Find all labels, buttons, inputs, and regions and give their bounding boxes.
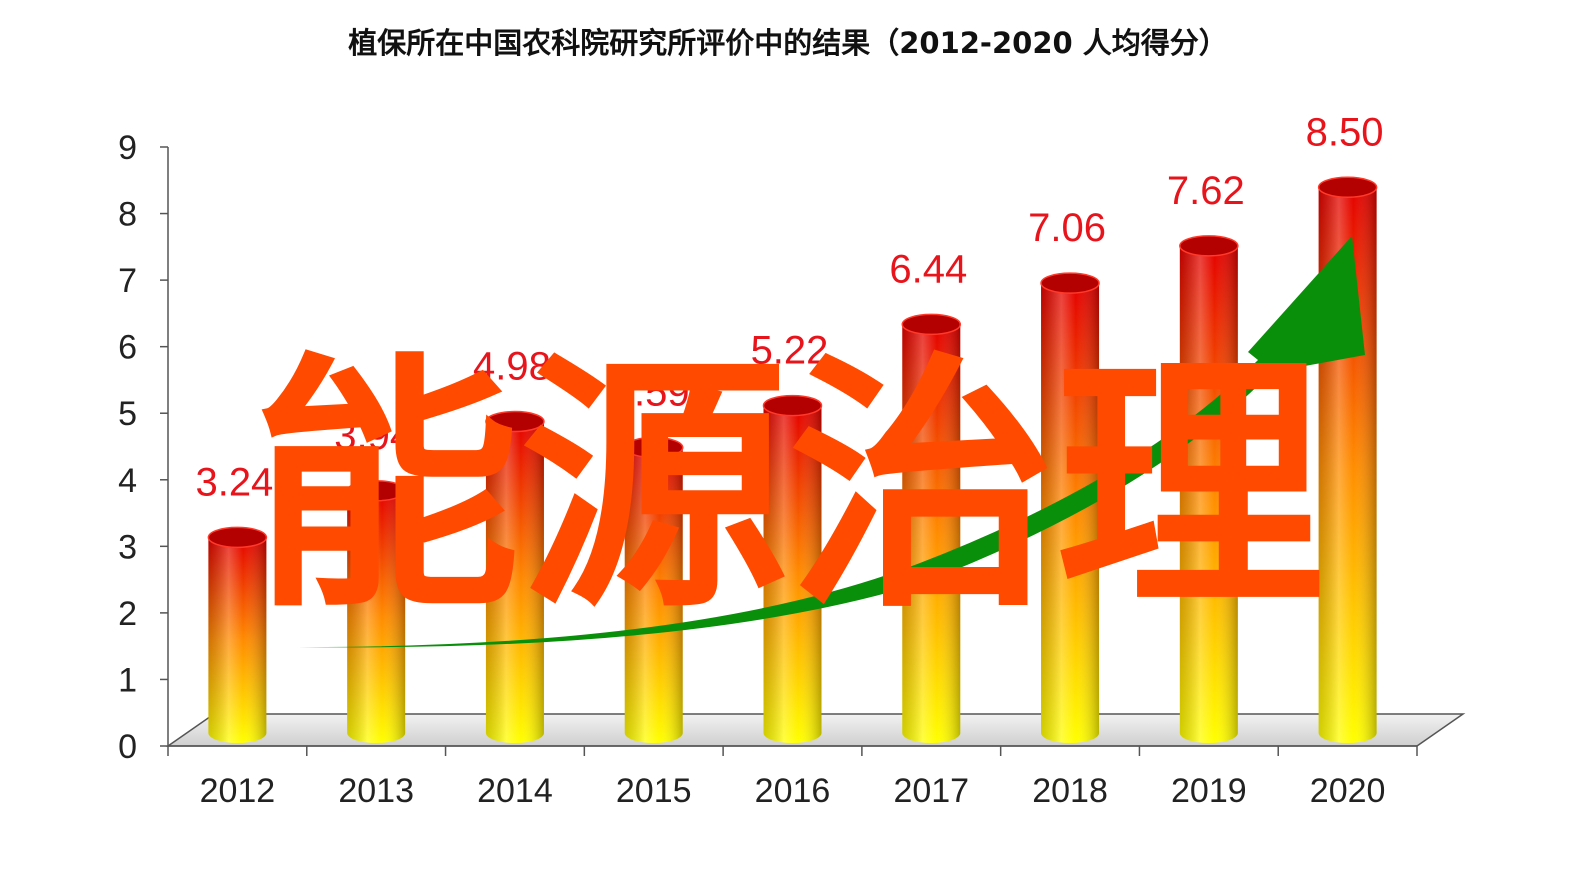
data-label-2018: 7.06 (1028, 206, 1106, 250)
bar-cap (1317, 176, 1378, 199)
bar-2014 (485, 410, 545, 743)
bar-cap (485, 410, 545, 433)
data-label-2019: 7.62 (1167, 169, 1245, 213)
bar-shading (347, 490, 406, 743)
x-tick-label: 2018 (1032, 772, 1108, 810)
y-axis-ticks: 0 1 2 3 4 5 6 7 8 9 (118, 129, 168, 766)
chart-title: 植保所在中国农科院研究所评价中的结果（2012-2020 人均得分） (348, 26, 1228, 60)
y-tick-label: 2 (118, 595, 137, 633)
bar-shading (485, 421, 544, 743)
bar-cap (901, 313, 962, 336)
data-label-2015: 4.59 (612, 371, 690, 415)
bar-cap (1179, 235, 1239, 257)
bar-2017 (901, 313, 962, 743)
bar-shading (763, 405, 822, 743)
data-label-2017: 6.44 (889, 247, 967, 291)
bar-cap (207, 526, 268, 549)
bar-cap (1040, 272, 1100, 294)
bar-2015 (623, 436, 684, 743)
bar-shading (1179, 245, 1238, 743)
x-tick-label: 2012 (200, 772, 276, 810)
y-tick-label: 3 (118, 528, 137, 566)
x-tick-label: 2020 (1310, 772, 1386, 810)
data-labels: 3.24 3.94 4.98 4.59 5.22 6.44 7.06 7.62 8.50 (195, 110, 1383, 504)
x-tick-label: 2019 (1171, 772, 1247, 810)
x-axis-ticks: 2012 2013 2014 2015 2016 2017 2018 2019 2020 (167, 746, 1418, 810)
bar-shading (624, 447, 683, 743)
bar-2016 (762, 394, 823, 743)
x-tick-label: 2014 (477, 772, 553, 810)
y-tick-label: 1 (118, 661, 137, 699)
x-tick-label: 2015 (616, 772, 692, 810)
data-label-2013: 3.94 (334, 414, 412, 458)
bar-cap (346, 480, 406, 502)
bar-2013 (346, 480, 406, 743)
bar-cap (623, 436, 684, 459)
bar-2019 (1179, 235, 1239, 743)
overlay-watermark-text: 能源治理 (252, 332, 1324, 644)
y-tick-label: 4 (118, 462, 137, 500)
bar-shading (902, 324, 961, 743)
bar-series (207, 176, 1378, 743)
x-tick-label: 2013 (338, 772, 414, 810)
y-tick-label: 5 (118, 395, 137, 433)
y-tick-label: 6 (118, 329, 137, 367)
y-tick-label: 9 (118, 129, 137, 167)
bar-2012 (207, 526, 268, 743)
y-tick-label: 8 (118, 196, 137, 234)
bar-shading (208, 537, 267, 743)
y-tick-label: 0 (118, 728, 137, 766)
y-tick-label: 7 (118, 262, 137, 300)
data-label-2020: 8.50 (1306, 110, 1384, 154)
data-label-2016: 5.22 (751, 329, 829, 373)
data-label-2012: 3.24 (195, 460, 273, 504)
x-tick-label: 2017 (893, 772, 969, 810)
bar-cap (762, 394, 823, 417)
data-label-2014: 4.98 (473, 345, 551, 389)
x-tick-label: 2016 (755, 772, 831, 810)
